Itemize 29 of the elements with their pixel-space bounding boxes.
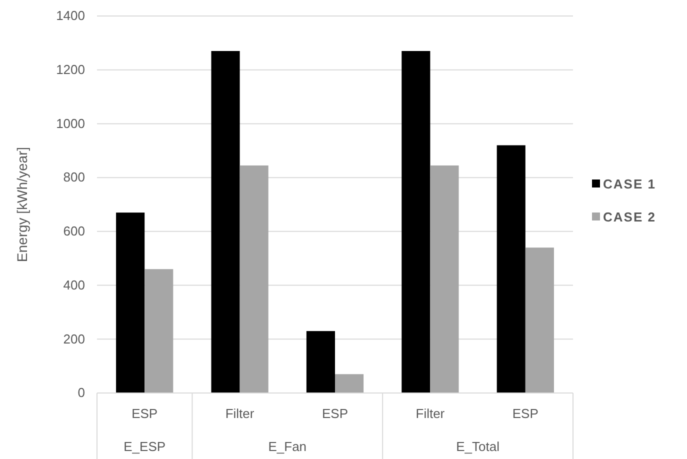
x-tick-label: ESP [512, 406, 538, 421]
bar [116, 212, 145, 393]
y-tick-label: 200 [63, 331, 85, 346]
legend-label: CASE 1 [603, 176, 656, 192]
bar [525, 248, 554, 393]
y-tick-label: 400 [63, 277, 85, 292]
legend-label: CASE 2 [603, 210, 656, 224]
x-tick-label: ESP [132, 406, 158, 421]
bar [240, 165, 268, 393]
y-tick-label: 1000 [56, 116, 85, 131]
bar [306, 331, 335, 393]
text: E_ESP [124, 439, 166, 454]
y-tick-label: 1200 [56, 62, 85, 78]
x-tick-label: Filter [225, 406, 255, 421]
y-tick-label: 1400 [56, 8, 85, 24]
bar [335, 374, 364, 393]
bar [496, 145, 526, 393]
y-tick-label: 600 [63, 224, 85, 239]
bar [402, 51, 430, 393]
text: E_Fan [268, 439, 307, 454]
y-axis-title: Energy [kWh/year] [14, 146, 30, 262]
x-tick-label: ESP [322, 406, 348, 421]
y-tick-label: 0 [78, 385, 85, 400]
text: E_Total [456, 439, 500, 454]
bar [144, 269, 174, 393]
x-tick-label: Filter [416, 406, 446, 421]
bar [430, 165, 459, 393]
y-tick-label: 800 [63, 170, 85, 185]
bar [211, 51, 240, 393]
